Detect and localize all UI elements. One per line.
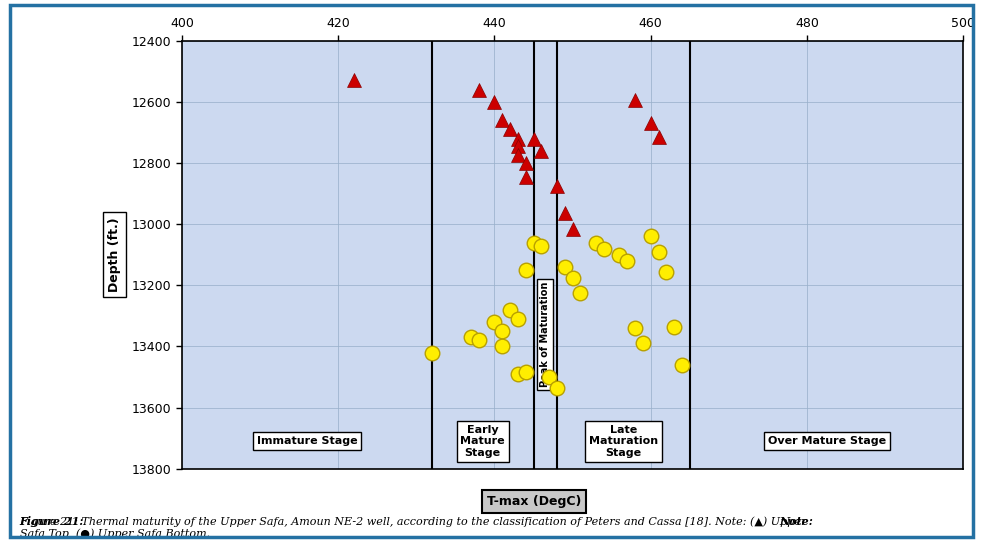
Point — [346, 76, 362, 85]
Point — [666, 322, 682, 331]
Point — [471, 336, 487, 345]
Text: Over Mature Stage: Over Mature Stage — [768, 436, 886, 446]
Point — [659, 267, 674, 276]
Point — [588, 238, 604, 247]
Point — [510, 314, 526, 323]
Point — [627, 96, 643, 105]
Point — [494, 342, 510, 351]
Point — [565, 224, 581, 233]
Text: Safa Top, (●) Upper Safa Bottom.: Safa Top, (●) Upper Safa Bottom. — [20, 528, 209, 539]
Point — [557, 263, 573, 272]
Point — [502, 306, 518, 314]
Text: Immature Stage: Immature Stage — [257, 436, 357, 446]
Text: Note:: Note: — [780, 516, 813, 527]
Point — [643, 119, 659, 127]
Point — [619, 256, 635, 265]
Point — [611, 250, 627, 259]
Point — [494, 116, 510, 125]
Point — [494, 327, 510, 335]
Point — [651, 247, 666, 256]
Point — [596, 244, 611, 253]
Point — [518, 172, 534, 181]
Point — [635, 339, 651, 348]
Point — [471, 85, 487, 94]
Point — [510, 151, 526, 160]
Point — [651, 133, 666, 141]
Text: T-max (DegC): T-max (DegC) — [487, 495, 581, 508]
Point — [502, 125, 518, 134]
Point — [526, 134, 542, 143]
Point — [549, 182, 565, 190]
Text: Figure 21:: Figure 21: — [20, 516, 85, 527]
Point — [572, 289, 588, 298]
Point — [534, 241, 549, 250]
Point — [463, 333, 479, 341]
Text: Peak of Maturation: Peak of Maturation — [541, 282, 550, 387]
Point — [518, 266, 534, 274]
Point — [643, 232, 659, 241]
Point — [549, 383, 565, 392]
Text: Figure 21: Thermal maturity of the Upper Safa, Amoun NE-2 well, according to the: Figure 21: Thermal maturity of the Upper… — [20, 516, 807, 526]
Point — [510, 142, 526, 151]
Point — [534, 146, 549, 155]
Point — [542, 373, 557, 382]
Text: Early
Mature
Stage: Early Mature Stage — [460, 425, 505, 458]
Point — [518, 368, 534, 377]
Point — [557, 209, 573, 218]
Y-axis label: Depth (ft.): Depth (ft.) — [107, 217, 121, 292]
Point — [487, 318, 502, 326]
Point — [518, 159, 534, 167]
Point — [565, 273, 581, 282]
Point — [526, 238, 542, 247]
Point — [674, 360, 690, 369]
Text: Late
Maturation
Stage: Late Maturation Stage — [589, 425, 658, 458]
Point — [424, 349, 439, 357]
Point — [510, 370, 526, 378]
Point — [487, 98, 502, 106]
Point — [627, 324, 643, 332]
Point — [510, 134, 526, 143]
